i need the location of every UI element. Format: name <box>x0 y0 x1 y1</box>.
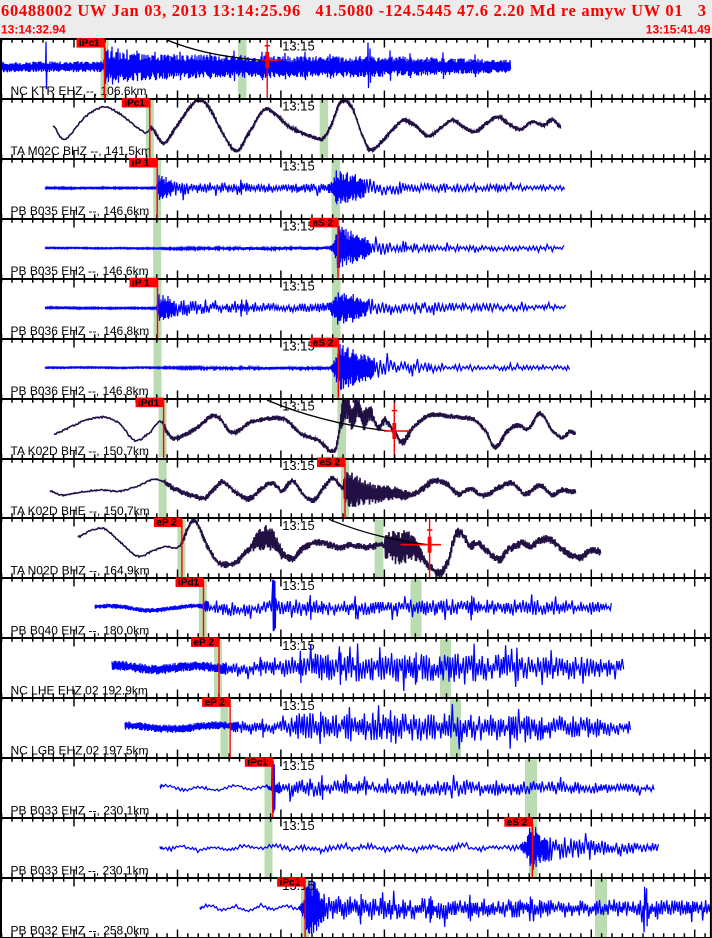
svg-text:TA M02C BHZ --, 141.5km: TA M02C BHZ --, 141.5km <box>11 144 151 158</box>
svg-text:13:15: 13:15 <box>282 398 315 413</box>
svg-text:TA K02D BHE --, 150.7km: TA K02D BHE --, 150.7km <box>11 504 150 518</box>
svg-text:PB B036 EH2 --, 146.8km: PB B036 EH2 --, 146.8km <box>11 384 149 398</box>
svg-text:PB B036 EHZ --, 146.8km: PB B036 EHZ --, 146.8km <box>11 324 150 338</box>
svg-text:13:15: 13:15 <box>282 518 315 533</box>
svg-text:13:15: 13:15 <box>282 698 315 713</box>
svg-text:60488002 UW Jan 03, 2013 13:14: 60488002 UW Jan 03, 2013 13:14:25.96 41.… <box>1 1 706 20</box>
svg-text:13:15: 13:15 <box>282 638 315 653</box>
svg-text:13:15: 13:15 <box>282 159 315 174</box>
svg-text:eS 2: eS 2 <box>313 218 334 229</box>
svg-text:iP 1: iP 1 <box>132 158 150 169</box>
svg-text:eS 2: eS 2 <box>320 458 341 469</box>
svg-text:eP 2: eP 2 <box>194 638 215 649</box>
svg-text:13:14:32.94: 13:14:32.94 <box>1 23 66 37</box>
svg-text:13:15: 13:15 <box>282 458 315 473</box>
svg-text:PB B035 EHZ --, 146.6km: PB B035 EHZ --, 146.6km <box>11 204 150 218</box>
svg-text:iPc1: iPc1 <box>124 98 145 109</box>
svg-text:iPd1: iPd1 <box>138 398 160 409</box>
svg-text:13:15: 13:15 <box>282 278 315 293</box>
svg-text:iPd1: iPd1 <box>178 578 200 589</box>
svg-text:13:15: 13:15 <box>282 578 315 593</box>
svg-text:iPc1: iPc1 <box>79 38 100 49</box>
svg-text:13:15: 13:15 <box>282 39 315 54</box>
svg-text:13:15: 13:15 <box>282 818 315 833</box>
svg-text:eP 2: eP 2 <box>205 698 226 709</box>
svg-text:13:15: 13:15 <box>282 219 315 234</box>
svg-text:PB B032 EHZ --, 258.0km: PB B032 EHZ --, 258.0km <box>11 923 150 937</box>
svg-text:PB B035 EH2 --, 146.6km: PB B035 EH2 --, 146.6km <box>11 264 149 278</box>
svg-text:eS 2: eS 2 <box>507 817 528 828</box>
svg-text:PB B040 EHZ --, 180.0km: PB B040 EHZ --, 180.0km <box>11 624 150 638</box>
svg-text:PB B033 EH2 --, 230.1km: PB B033 EH2 --, 230.1km <box>11 863 149 877</box>
svg-text:NC LGB EHZ 02 197.5km: NC LGB EHZ 02 197.5km <box>11 744 149 758</box>
svg-text:NC KTR EHZ --, 106.6km: NC KTR EHZ --, 106.6km <box>11 84 147 98</box>
svg-text:PB B033 EHZ --, 230.1km: PB B033 EHZ --, 230.1km <box>11 803 150 817</box>
svg-text:13:15:41.49: 13:15:41.49 <box>646 23 711 37</box>
svg-text:eS 2: eS 2 <box>313 338 334 349</box>
svg-text:TA N02D BHZ --, 164.9km: TA N02D BHZ --, 164.9km <box>11 564 150 578</box>
svg-text:13:15: 13:15 <box>282 99 315 114</box>
svg-text:13:15: 13:15 <box>282 758 315 773</box>
svg-text:NC LHE EHZ 02 192.9km: NC LHE EHZ 02 192.9km <box>11 684 148 698</box>
svg-text:TA K02D BHZ --, 150.7km: TA K02D BHZ --, 150.7km <box>11 444 150 458</box>
svg-text:iPc1: iPc1 <box>280 877 301 888</box>
svg-text:iP 1: iP 1 <box>132 278 150 289</box>
svg-text:13:15: 13:15 <box>282 338 315 353</box>
svg-text:iPc1: iPc1 <box>247 757 268 768</box>
svg-text:eP 2: eP 2 <box>156 518 177 529</box>
